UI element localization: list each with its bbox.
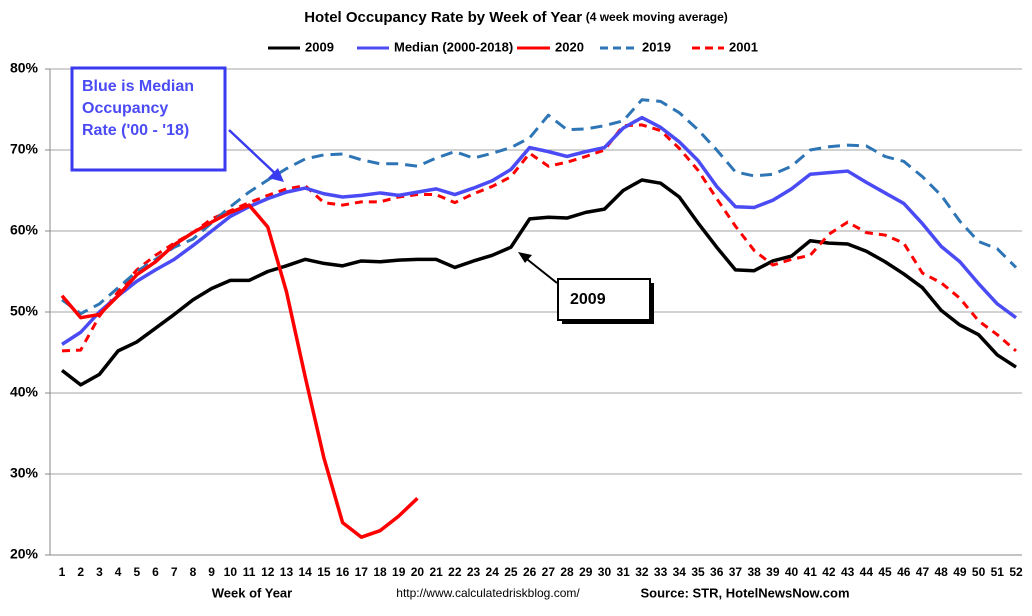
x-tick-label: 37 [729,565,743,579]
chart-title: Hotel Occupancy Rate by Week of Year [304,9,582,26]
x-tick-label: 42 [822,565,836,579]
x-tick-label: 8 [190,565,197,579]
x-tick-label: 11 [243,565,256,579]
x-tick-label: 15 [317,565,331,579]
x-tick-label: 22 [448,565,462,579]
x-tick-label: 7 [171,565,178,579]
x-tick-label: 26 [523,565,537,579]
x-tick-label: 44 [860,565,874,579]
x-tick-label: 25 [504,565,518,579]
x-tick-label: 35 [691,565,705,579]
series-line [61,115,1018,346]
x-tick-label: 41 [804,565,818,579]
x-tick-label: 10 [224,565,238,579]
x-tick-label: 40 [785,565,799,579]
x-tick-label: 45 [878,565,892,579]
legend-label: 2009 [305,39,334,54]
y-tick-label: 60% [10,222,39,238]
x-tick-label: 33 [654,565,668,579]
x-tick-label: 6 [152,565,159,579]
annotation-box [70,66,227,172]
chart-title-group: Hotel Occupancy Rate by Week of Year (4 … [304,9,728,26]
series-line [60,203,419,539]
x-tick-label: 49 [953,565,967,579]
arrow-head [268,168,284,182]
y-tick-label: 20% [10,546,39,562]
x-tick-label: 47 [916,565,930,579]
x-tick-label: 27 [542,565,556,579]
legend-label: Median (2000-2018) [394,39,513,54]
x-tick-label: 5 [133,565,140,579]
annotation-arrow [228,129,281,179]
y-tick-label: 70% [10,141,39,157]
y-tick-label: 40% [10,384,39,400]
y-tick-label: 80% [10,60,39,76]
y-tick-label: 50% [10,303,39,319]
x-tick-label: 50 [972,565,986,579]
x-tick-label: 52 [1009,565,1023,579]
annotation-line: Blue is Median [82,78,194,95]
x-tick-label: 1 [59,565,66,579]
x-tick-label: 29 [579,565,593,579]
x-tick-label: 39 [766,565,780,579]
series-line [60,178,1017,387]
x-tick-label: 46 [897,565,911,579]
x-tick-label: 20 [411,565,425,579]
source-url: http://www.calculatedriskblog.com/ [396,586,580,600]
x-tick-label: 4 [115,565,122,579]
x-tick-label: 18 [373,565,387,579]
x-tick-label: 36 [710,565,724,579]
annotation-text: 2009 [570,291,606,308]
x-tick-label: 9 [208,565,215,579]
x-tick-label: 17 [355,565,369,579]
x-tick-label: 31 [616,565,630,579]
x-tick-label: 19 [392,565,406,579]
x-tick-label: 48 [934,565,948,579]
x-tick-label: 12 [261,565,275,579]
x-tick-label: 3 [96,565,103,579]
x-tick-label: 14 [298,565,312,579]
x-tick-label: 13 [280,565,294,579]
x-tick-label: 16 [336,565,350,579]
legend-label: 2001 [729,39,758,54]
arrow-head [518,252,532,263]
x-tick-label: 23 [467,565,481,579]
x-tick-label: 30 [598,565,612,579]
x-tick-label: 24 [486,565,500,579]
x-tick-label: 32 [635,565,649,579]
annotation-arrow [522,255,558,284]
x-tick-label: 21 [429,565,443,579]
x-tick-label: 28 [560,565,574,579]
x-tick-label: 2 [77,565,84,579]
x-tick-label: 51 [991,565,1005,579]
legend-label: 2019 [642,39,671,54]
annotation-box [557,278,651,321]
x-tick-label: 38 [747,565,761,579]
annotation-line: Rate ('00 - '18) [82,122,189,139]
legend-label: 2020 [555,39,584,54]
annotation-line: Occupancy [82,100,168,117]
x-tick-label: 34 [673,565,687,579]
series-line [61,98,1018,316]
source: Source: STR, HotelNewsNow.com [641,585,850,600]
y-tick-label: 30% [10,465,39,481]
x-axis-label: Week of Year [212,585,292,600]
x-tick-label: 43 [841,565,855,579]
chart-subtitle: (4 week moving average) [586,10,728,24]
